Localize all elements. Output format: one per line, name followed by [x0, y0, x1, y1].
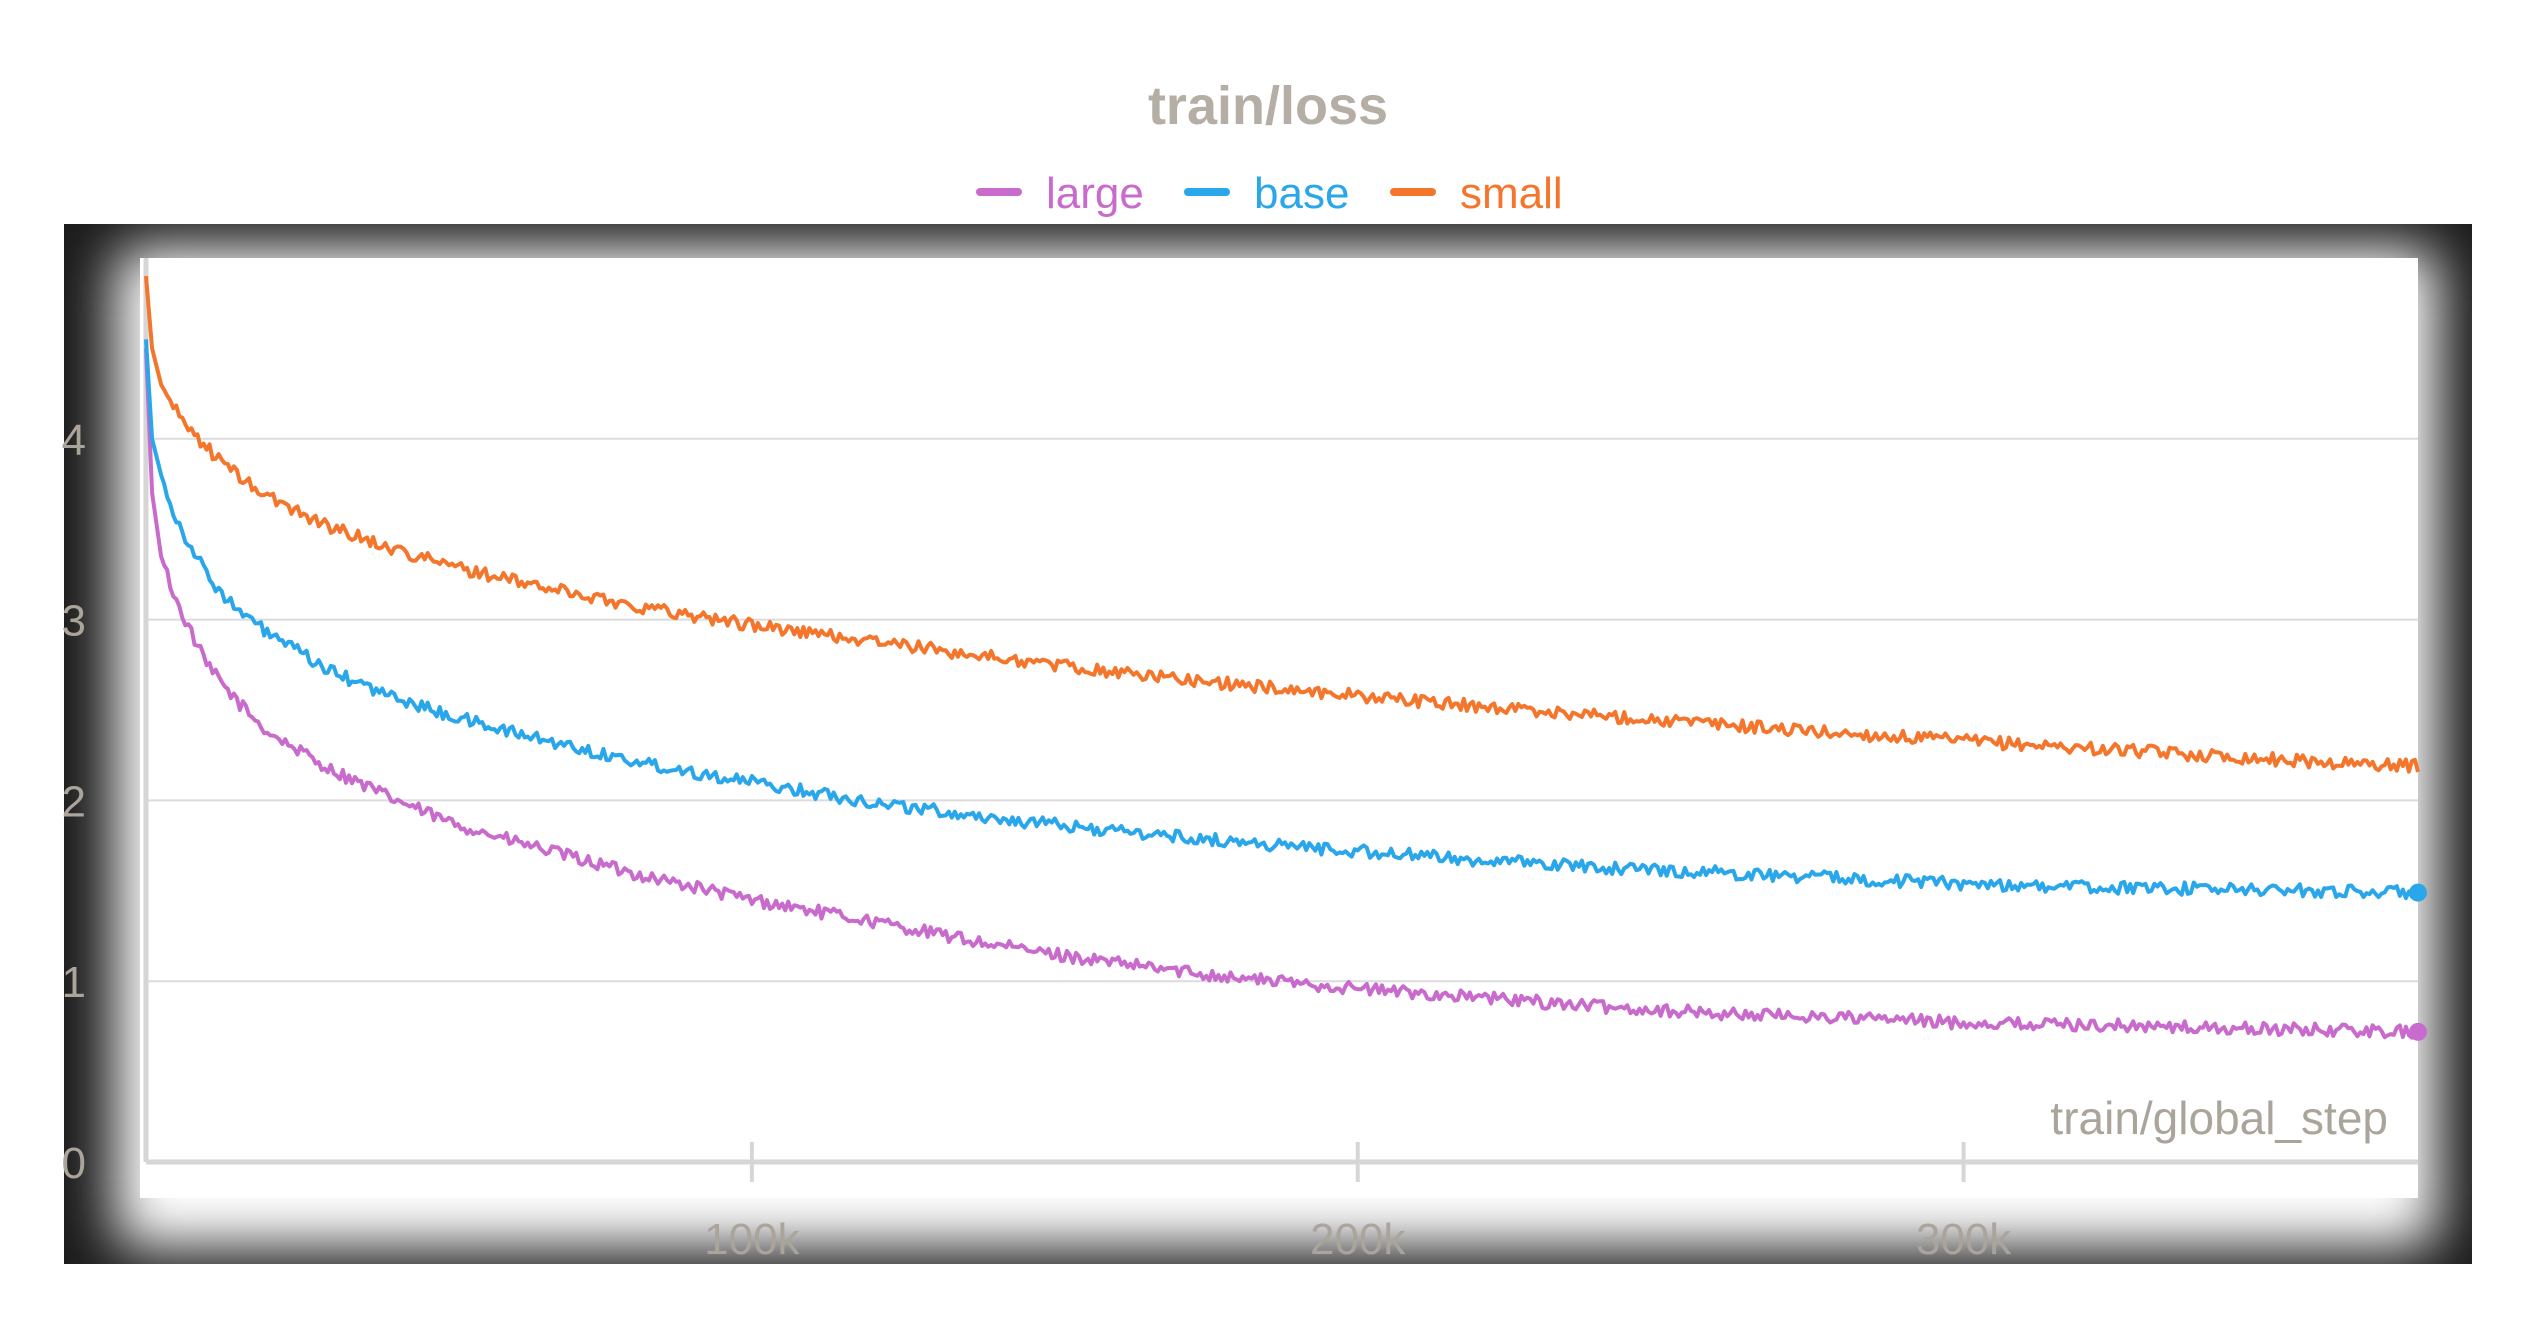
series-end-point-large: [2409, 1022, 2427, 1041]
series-end-point-base: [2409, 883, 2427, 902]
x-tick-label: 100k: [704, 1215, 800, 1264]
series-line-small: [144, 275, 2420, 774]
legend[interactable]: large base small: [976, 169, 1563, 218]
y-tick-label: 1: [62, 958, 86, 1007]
y-tick-label: 3: [62, 597, 86, 646]
legend-item-large[interactable]: large: [976, 169, 1144, 218]
series-line-base: [144, 339, 2420, 901]
legend-item-base[interactable]: base: [1184, 169, 1349, 218]
legend-label: small: [1460, 169, 1563, 218]
x-tick-label: 200k: [1310, 1215, 1406, 1264]
plot-background: [140, 258, 2418, 1198]
gridlines: [146, 437, 2418, 983]
y-tick-label: 4: [62, 416, 86, 465]
x-axis-title: train/global_step: [2050, 1092, 2388, 1144]
legend-item-small[interactable]: small: [1390, 169, 1563, 218]
chart-title: train/loss: [1148, 76, 1388, 136]
legend-label: large: [1046, 169, 1144, 218]
y-tick-label: 2: [62, 777, 86, 826]
axes: 0 1 2 3 4 100k 200k 300k: [62, 258, 2418, 1264]
series-line-large: [144, 348, 2420, 1040]
y-tick-label: 0: [62, 1139, 86, 1188]
x-tick-label: 300k: [1916, 1215, 2012, 1264]
legend-label: base: [1254, 169, 1349, 218]
series-lines: [144, 275, 2427, 1041]
